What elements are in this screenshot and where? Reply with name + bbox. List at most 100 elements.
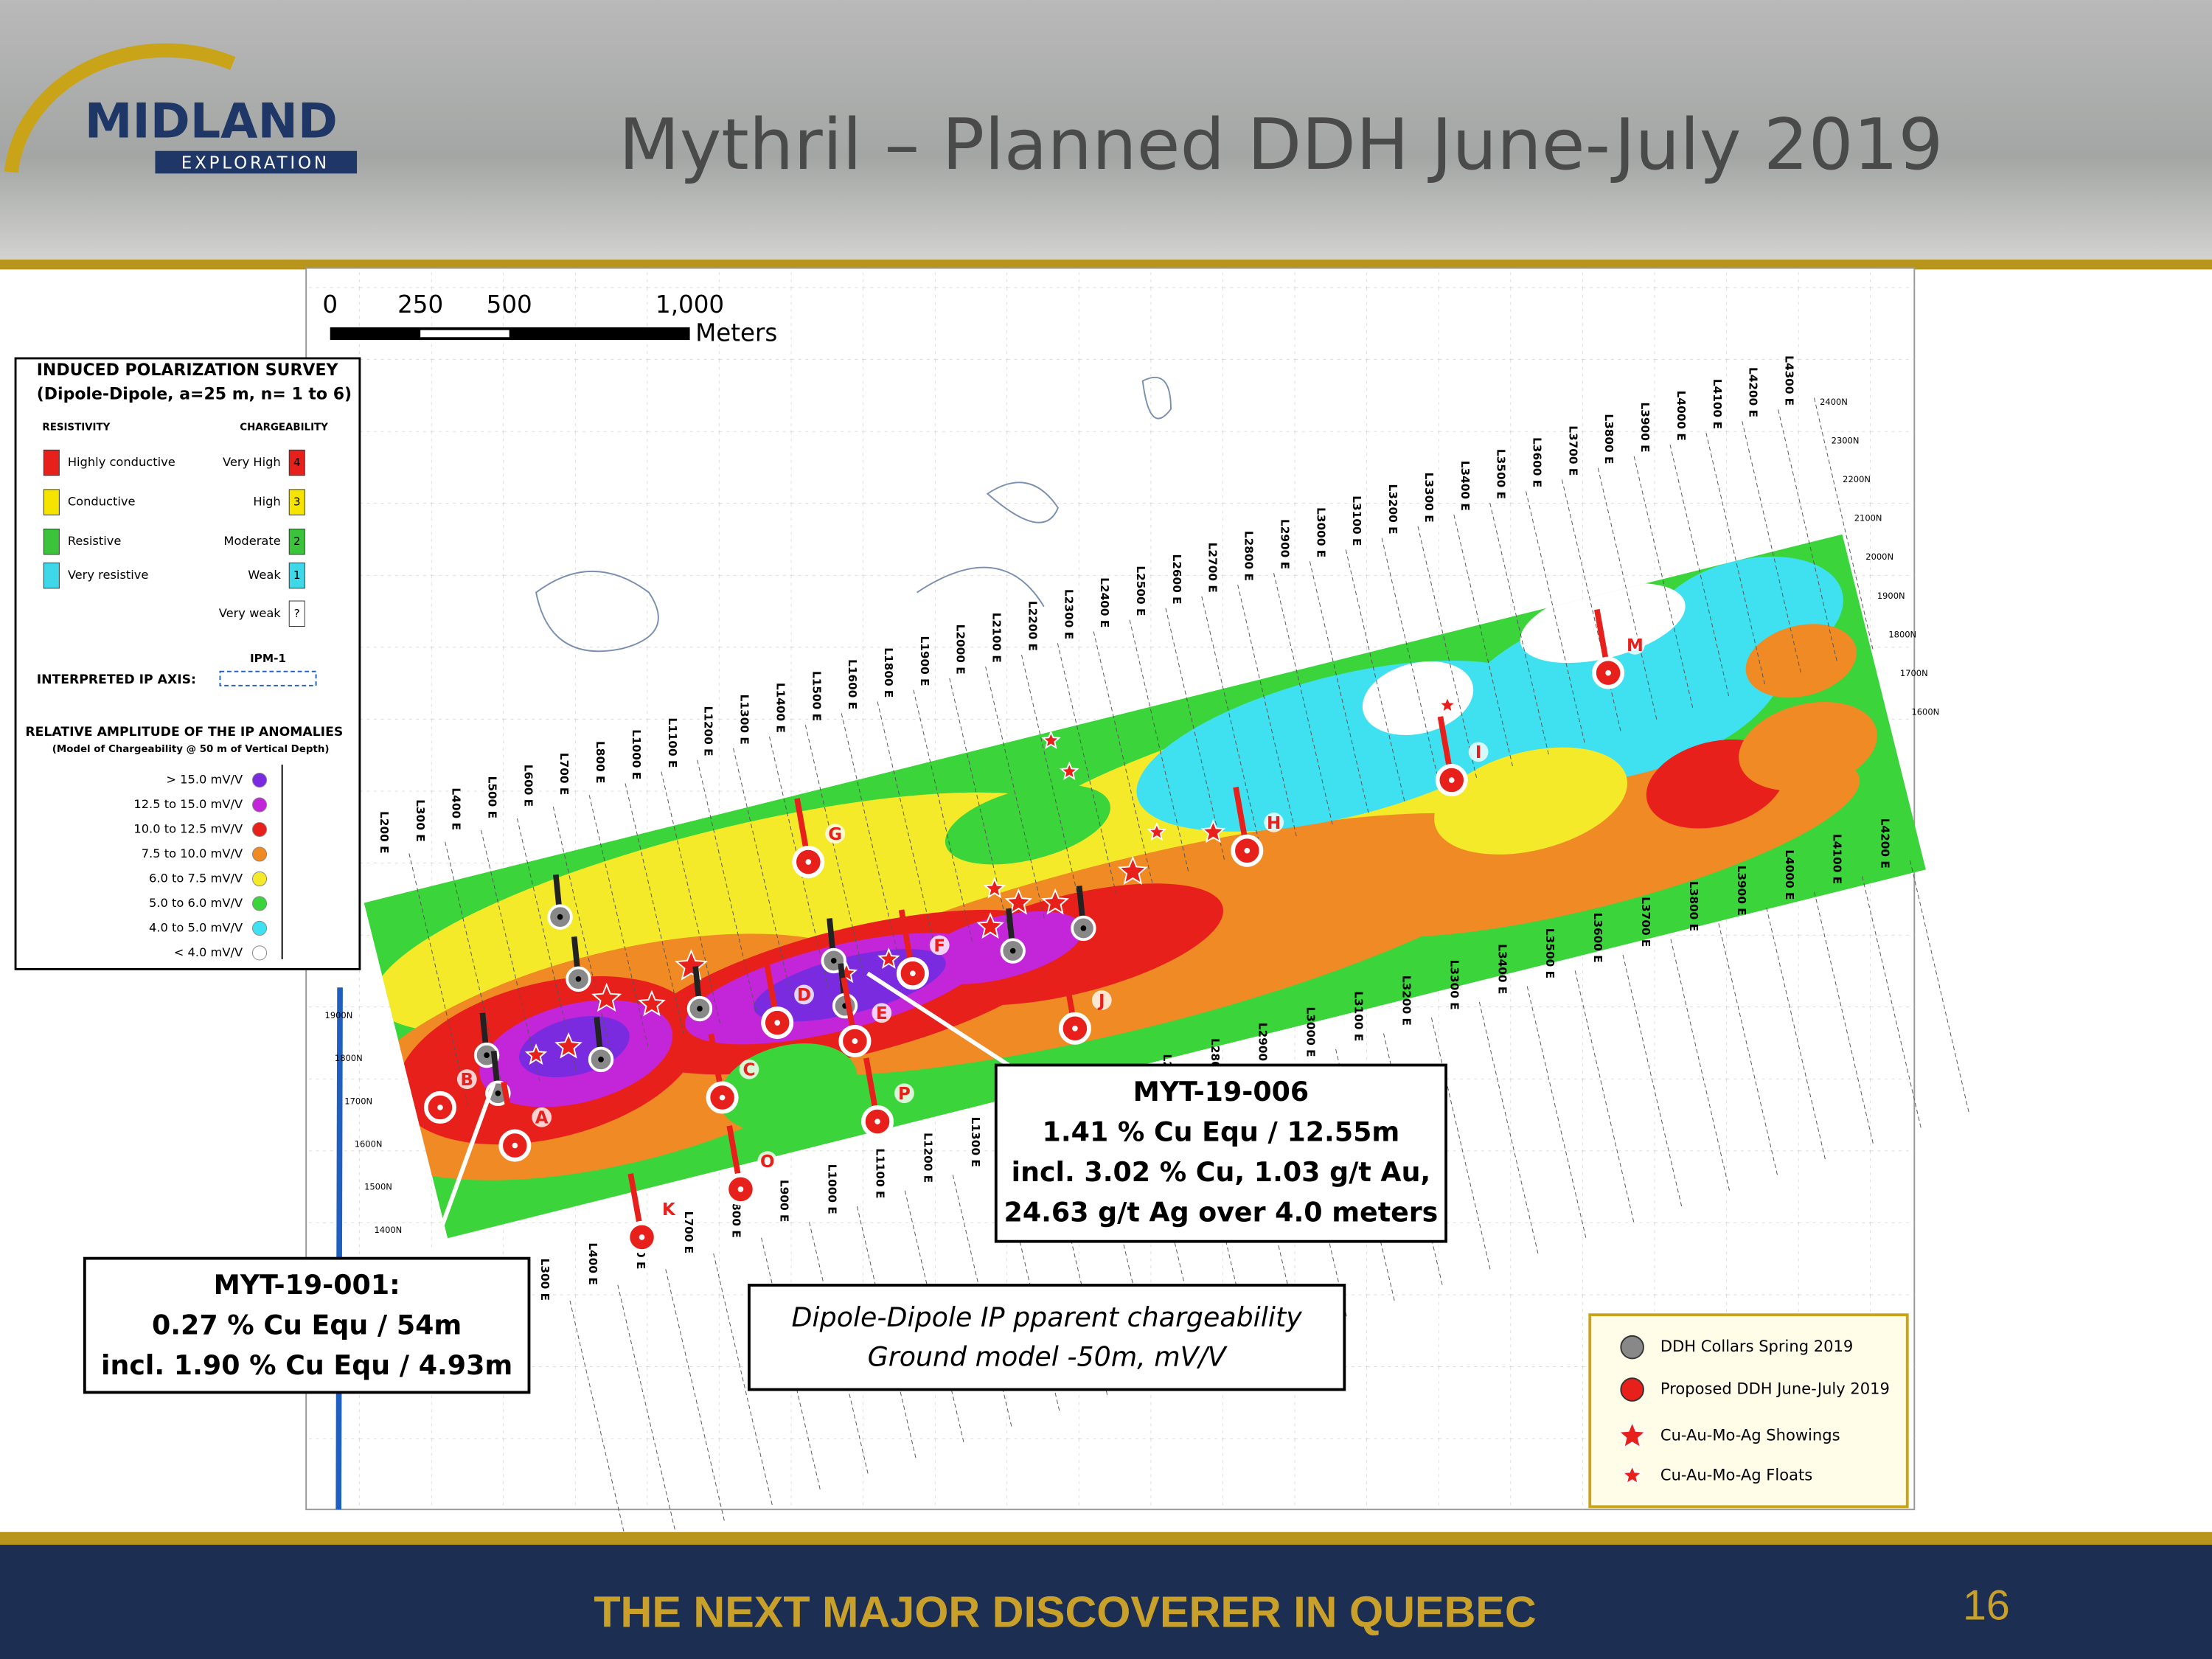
- line-label: L2700 E: [1206, 543, 1220, 593]
- showing-star: [976, 912, 1004, 939]
- resistivity-swatch: [43, 489, 60, 515]
- callout-box: [83, 1256, 531, 1394]
- survey-line: [1237, 584, 1298, 839]
- line-label: L1000 E: [826, 1164, 839, 1214]
- northing-label: 1900N: [325, 1010, 353, 1020]
- survey-line: [1669, 444, 1730, 699]
- resistivity-swatch: [43, 528, 60, 555]
- legend-proposed: [1620, 1377, 1644, 1402]
- hole-label-bg: [1264, 813, 1284, 832]
- survey-line: [949, 678, 1009, 933]
- caption-box: [748, 1284, 1346, 1391]
- showing-star: [1041, 888, 1069, 915]
- ip-axis-label: INTERPRETED IP AXIS:: [37, 672, 196, 687]
- northing-label: 1800N: [335, 1053, 363, 1063]
- showing-star: [1041, 730, 1061, 749]
- showing-star: [1004, 888, 1033, 915]
- amplitude-label: 6.0 to 7.5 mV/V: [149, 871, 243, 885]
- survey-line: [1910, 860, 1970, 1115]
- line-label: L3700 E: [1566, 425, 1579, 476]
- survey-line: [1430, 1018, 1492, 1272]
- line-label: L1300 E: [738, 695, 751, 745]
- proposed-hole-dot: [1605, 669, 1611, 676]
- chargeability-code: ?: [294, 607, 300, 620]
- showing-star: [1621, 1464, 1644, 1486]
- symbol-legend-label: Proposed DDH June-July 2019: [1660, 1380, 1890, 1398]
- scale-bar-white: [420, 330, 509, 338]
- line-label: L2900 E: [1278, 519, 1291, 569]
- amplitude-swatch: [251, 846, 268, 862]
- amplitude-swatch: [251, 797, 268, 813]
- survey-line: [1526, 986, 1587, 1241]
- hole-label: C: [743, 1061, 756, 1080]
- line-label: L3000 E: [1314, 507, 1327, 557]
- chargeability-label: Moderate: [223, 534, 280, 548]
- hole-label-bg: [456, 1069, 477, 1090]
- survey-line: [1309, 561, 1370, 815]
- line-label: L4100 E: [1711, 379, 1724, 429]
- logo-main: MIDLAND: [85, 94, 338, 149]
- callout-line: 0.27 % Cu Equ / 54m: [152, 1309, 462, 1340]
- proposed-hole-dot: [719, 1094, 726, 1101]
- line-label: L2200 E: [1026, 601, 1039, 651]
- amplitude-label: 7.5 to 10.0 mV/V: [142, 846, 243, 860]
- line-label: L3800 E: [1602, 414, 1615, 464]
- amplitude-label: 5.0 to 6.0 mV/V: [149, 896, 243, 910]
- symbol-legend-label: DDH Collars Spring 2019: [1660, 1337, 1853, 1355]
- amplitude-label: 12.5 to 15.0 mV/V: [133, 797, 243, 811]
- hole-label-bg: [825, 824, 846, 844]
- northing-label: 2300N: [1832, 435, 1860, 445]
- showing-star: [1147, 821, 1167, 841]
- northing-label: 1400N: [374, 1225, 402, 1235]
- hole-label-bg: [894, 1083, 914, 1104]
- survey-line: [1670, 939, 1731, 1194]
- line-label: L3600 E: [1530, 437, 1543, 487]
- amplitude-swatch: [251, 821, 268, 838]
- chargeability-swatch: [288, 600, 305, 627]
- scale-label: 500: [487, 291, 532, 319]
- proposed-hole-dot: [910, 970, 916, 976]
- line-label: L300 E: [538, 1259, 552, 1301]
- callout-arrow: [866, 971, 1010, 1067]
- line-label: L1200 E: [702, 706, 715, 757]
- scale-label: 250: [397, 291, 443, 319]
- line-label: L2300 E: [1062, 589, 1075, 639]
- line-label: L3100 E: [1350, 495, 1363, 546]
- hole-label: F: [933, 936, 945, 956]
- ip-legend-title: INDUCED POLARIZATION SURVEY: [37, 361, 339, 380]
- survey-line: [804, 725, 866, 979]
- line-label: L1200 E: [921, 1133, 934, 1183]
- resistivity-header: RESISTIVITY: [42, 422, 110, 434]
- header-rule: [0, 260, 2212, 270]
- line-label: L3500 E: [1495, 449, 1508, 499]
- chargeability-label: Weak: [248, 568, 281, 582]
- survey-line: [1813, 397, 1874, 653]
- chargeability-code: 1: [293, 568, 301, 582]
- survey-line: [1273, 573, 1334, 827]
- amplitude-label: 4.0 to 5.0 mV/V: [149, 920, 243, 934]
- line-label: L3200 E: [1386, 484, 1399, 534]
- amplitude-label: > 15.0 mV/V: [166, 773, 243, 787]
- survey-line: [733, 748, 793, 1003]
- survey-line: [1417, 526, 1478, 781]
- map-overlay: L200 E L300 E L400 E L500 E L600 E L700 E L800…: [83, 291, 1970, 1555]
- line-label: L4300 E: [1783, 355, 1796, 406]
- hole-label: I: [1475, 743, 1482, 762]
- line-label: L3000 E: [1304, 1007, 1318, 1057]
- survey-line: [1489, 503, 1550, 757]
- callout-line: incl. 1.90 % Cu Equ / 4.93m: [101, 1349, 512, 1381]
- line-label: L1300 E: [969, 1117, 982, 1167]
- line-label: L1900 E: [918, 636, 931, 686]
- logo-sub: EXPLORATION: [181, 153, 330, 173]
- survey-line: [445, 841, 505, 1096]
- line-label: L3600 E: [1591, 913, 1604, 963]
- northing-label: 2000N: [1865, 552, 1893, 562]
- line-label: L3400 E: [1458, 461, 1472, 511]
- survey-line: [569, 1300, 630, 1555]
- survey-line: [588, 795, 649, 1049]
- line-label: L4200 E: [1879, 818, 1892, 869]
- proposed-hole-dot: [874, 1119, 880, 1124]
- line-label: L1100 E: [666, 717, 679, 768]
